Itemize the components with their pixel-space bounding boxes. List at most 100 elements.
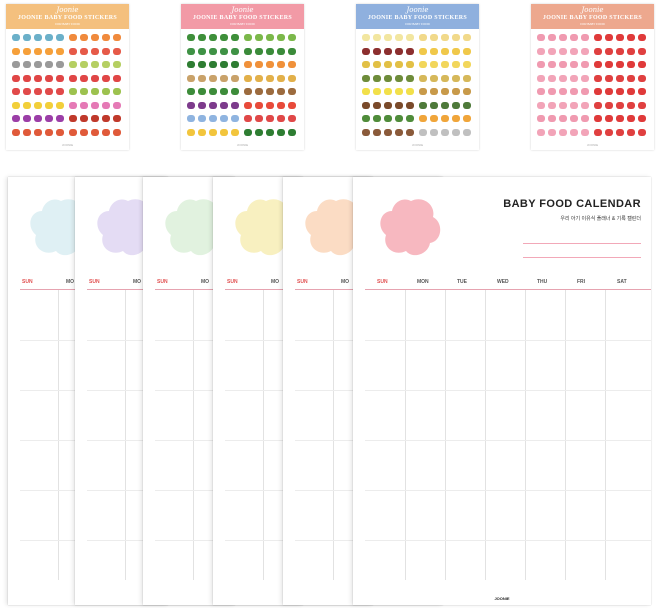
food-sticker [266,101,274,109]
food-sticker [244,74,252,82]
food-sticker [581,47,589,55]
food-sticker [441,34,449,41]
food-sticker [34,61,42,68]
food-sticker [12,88,20,95]
weekday-header: SUN MO [8,277,168,287]
food-sticker [209,88,217,95]
food-sticker [548,88,556,95]
pink-rule [523,257,641,258]
food-sticker [244,34,252,41]
food-sticker [616,34,624,41]
food-sticker [288,128,296,136]
food-sticker [559,47,567,55]
food-sticker [570,88,578,95]
food-sticker [198,74,206,82]
grid-line [565,290,566,580]
food-sticker [430,101,438,109]
food-sticker [452,61,460,68]
calendar-footer: JOONIE [494,596,510,601]
food-sticker [373,128,381,136]
header-rule [365,289,651,290]
food-sticker [406,88,414,95]
food-sticker [441,88,449,95]
food-sticker [419,115,427,122]
grid-line [365,390,651,391]
sheet-header: Joonie JOONIE BABY FOOD STICKERS FOR BABY … [531,4,654,29]
food-sticker [288,61,296,68]
food-sticker [406,61,414,68]
sheet-header: Joonie JOONIE BABY FOOD STICKERS FOR BABY … [6,4,129,29]
grid-line [365,490,651,491]
food-sticker [430,34,438,41]
food-sticker [12,74,20,82]
food-sticker [187,34,195,41]
day-label-sun: SUN [227,279,238,285]
food-sticker [605,88,613,95]
food-sticker [91,128,99,136]
food-sticker [80,88,88,95]
grid-line [405,290,406,580]
food-sticker [34,88,42,95]
food-sticker [69,88,77,95]
food-sticker [452,88,460,95]
food-sticker [277,61,285,68]
sheet-footer: JOONIE [236,143,249,147]
food-sticker [548,101,556,109]
food-sticker [627,128,635,136]
food-sticker [91,88,99,95]
food-sticker [537,115,545,122]
food-sticker [288,88,296,95]
food-sticker [56,88,64,95]
food-sticker [102,61,110,68]
sheet-footer: JOONIE [411,143,424,147]
sheet-footer: JOONIE [586,143,599,147]
food-sticker [430,128,438,136]
food-sticker [69,115,77,122]
food-sticker [80,74,88,82]
weekday-header: SUN MO [213,277,373,287]
food-sticker [594,128,602,136]
food-sticker [395,34,403,41]
food-sticker [266,61,274,68]
food-sticker [463,128,471,136]
day-label-sun: SUN [377,279,388,285]
food-sticker [220,34,228,41]
grid-line [125,290,126,580]
food-sticker [395,88,403,95]
food-sticker [277,101,285,109]
weekday-header: SUN MO [75,277,235,287]
food-sticker [209,61,217,68]
food-sticker [102,74,110,82]
food-sticker [198,61,206,68]
food-sticker [419,61,427,68]
food-sticker [463,115,471,122]
food-sticker [373,115,381,122]
food-sticker [56,47,64,55]
food-sticker [638,47,646,55]
food-sticker [23,74,31,82]
food-sticker [559,115,567,122]
food-sticker [570,115,578,122]
food-sticker [627,88,635,95]
food-sticker [187,74,195,82]
food-sticker [80,47,88,55]
food-sticker [616,88,624,95]
sheet-script: Joonie [56,6,79,14]
food-sticker [288,101,296,109]
food-sticker [616,128,624,136]
food-sticker [209,74,217,82]
grid-line [485,290,486,580]
food-sticker [452,128,460,136]
sheet-title: JOONIE BABY FOOD STICKERS [542,15,643,21]
pink-rule [523,243,641,244]
day-label-wed: WED [497,279,509,285]
food-sticker [605,34,613,41]
food-sticker [113,74,121,82]
food-sticker [384,34,392,41]
food-sticker [581,128,589,136]
food-sticker [463,47,471,55]
food-sticker [255,47,263,55]
food-sticker [288,74,296,82]
food-sticker [102,115,110,122]
food-sticker [441,115,449,122]
